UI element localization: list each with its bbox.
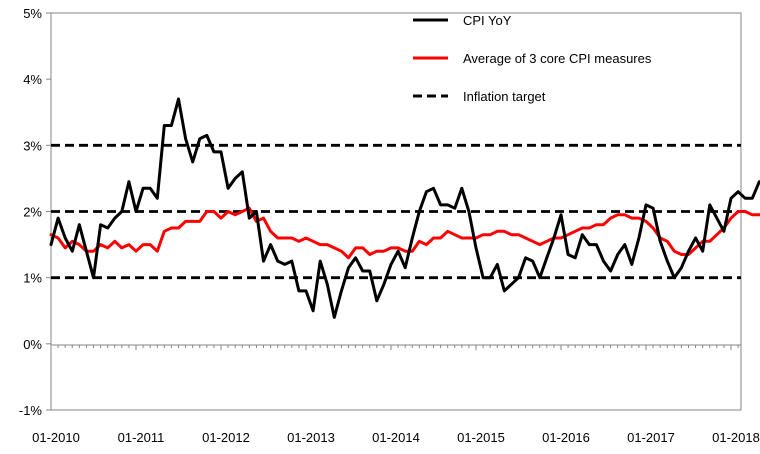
y-tick-label: 5% xyxy=(23,6,42,21)
y-tick-label: 2% xyxy=(23,205,42,220)
series-line-cpi-yoy xyxy=(49,97,760,319)
legend: CPI YoY Average of 3 core CPI measures I… xyxy=(413,13,652,104)
legend-label-cpi-yoy: CPI YoY xyxy=(463,13,512,28)
series-line-core-cpi xyxy=(49,206,760,260)
x-tick-label: 01-2014 xyxy=(372,430,420,445)
x-tick-label: 01-2017 xyxy=(627,430,675,445)
y-tick-label: 4% xyxy=(23,72,42,87)
x-tick-label: 01-2011 xyxy=(118,430,165,445)
x-tick-label: 01-2016 xyxy=(542,430,590,445)
x-tick-label: 01-2012 xyxy=(202,430,250,445)
x-tick-label: 01-2010 xyxy=(32,430,80,445)
x-tick-label: 01-2013 xyxy=(287,430,335,445)
legend-label-inflation-target: Inflation target xyxy=(463,89,546,104)
y-tick-label: -1% xyxy=(19,403,43,418)
x-tick-label: 01-2018 xyxy=(712,430,760,445)
x-tick-label: 01-2015 xyxy=(457,430,505,445)
y-tick-label: 1% xyxy=(23,271,42,286)
y-tick-label: 0% xyxy=(23,337,42,352)
plot-area: -1% 0% 1% 2% 3% 4% 5% 01-2010 01-2011 01-2012 01-2… xyxy=(19,6,760,445)
y-tick-label: 3% xyxy=(23,138,42,153)
legend-label-core-cpi: Average of 3 core CPI measures xyxy=(463,51,652,66)
